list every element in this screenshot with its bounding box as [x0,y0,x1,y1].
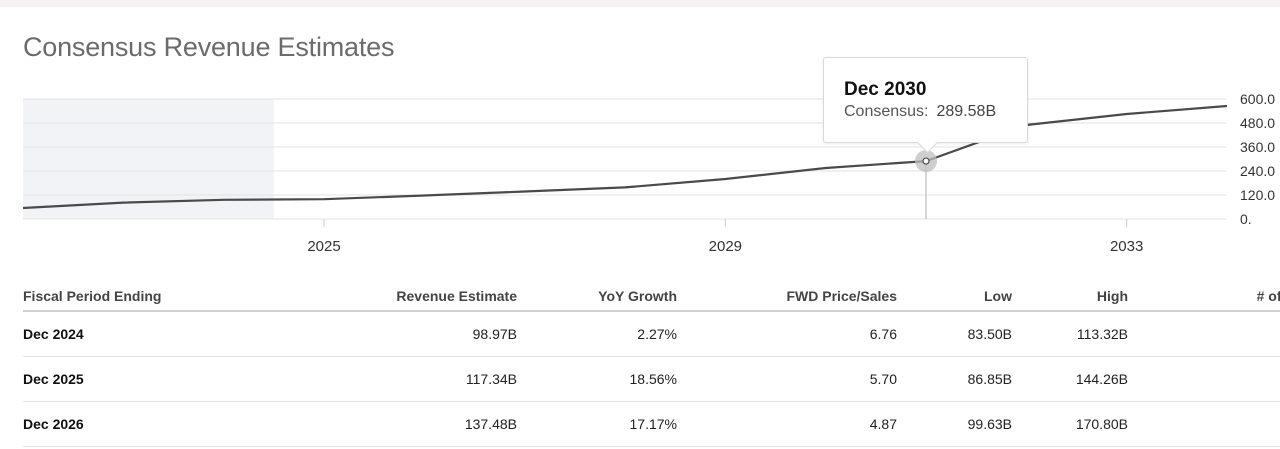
header-fiscal-period[interactable]: Fiscal Period Ending [23,282,203,312]
cell-low: 86.85B [897,356,1012,402]
x-tick-label: 2029 [709,238,742,255]
cell-analysts [1128,311,1280,357]
cell-high: 144.26B [1012,356,1128,402]
tooltip-date: Dec 2030 [844,79,927,100]
cell-period: Dec 2024 [23,311,203,357]
y-tick-label: 600.0 [1240,91,1275,107]
chart-tooltip: Dec 2030 Consensus: 289.58B [823,57,1028,143]
header-yoy-growth[interactable]: YoY Growth [517,282,677,312]
cell-period: Dec 2025 [23,356,203,402]
y-tick-label: 360.0 [1240,139,1275,155]
tooltip-value: 289.58B [936,103,997,120]
chart-title: Consensus Revenue Estimates [23,32,395,62]
tooltip-label: Consensus: [844,103,929,120]
cell-fwd-ps: 5.70 [677,356,897,402]
table-row: Dec 2024 98.97B 2.27% 6.76 83.50B 113.32… [23,311,1280,357]
y-tick-label: 480.0 [1240,115,1275,131]
y-tick-label: 120.0 [1240,187,1275,203]
top-strip [0,0,1280,7]
cell-revenue: 117.34B [203,356,517,402]
cell-revenue: 98.97B [203,311,517,357]
header-high[interactable]: High [1012,282,1128,312]
cell-fwd-ps: 6.76 [677,311,897,357]
estimates-table: Fiscal Period Ending Revenue Estimate Yo… [23,282,1280,447]
cell-period: Dec 2026 [23,401,203,447]
table-header-row: Fiscal Period Ending Revenue Estimate Yo… [23,282,1280,312]
cell-high: 113.32B [1012,311,1128,357]
revenue-chart[interactable]: 0. 120.0 240.0 360.0 480.0 600.0 2025 2029 2033 [0,0,1280,270]
cell-low: 99.63B [897,401,1012,447]
cell-analysts [1128,401,1280,447]
header-revenue-estimate[interactable]: Revenue Estimate [203,282,517,312]
cell-revenue: 137.48B [203,401,517,447]
header-fwd-price-sales[interactable]: FWD Price/Sales [677,282,897,312]
x-tick-label: 2033 [1110,238,1143,255]
y-tick-label: 0. [1240,211,1252,227]
cell-yoy: 2.27% [517,311,677,357]
tooltip-row: Consensus: 289.58B [844,103,996,121]
cell-high: 170.80B [1012,401,1128,447]
cell-yoy: 17.17% [517,401,677,447]
cell-low: 83.50B [897,311,1012,357]
cell-yoy: 18.56% [517,356,677,402]
header-num-analysts[interactable]: # of Analy [1128,282,1280,312]
cell-analysts [1128,356,1280,402]
x-tick-label: 2025 [307,238,340,255]
header-low[interactable]: Low [897,282,1012,312]
hover-point [922,157,930,165]
y-tick-label: 240.0 [1240,163,1275,179]
cell-fwd-ps: 4.87 [677,401,897,447]
table-row: Dec 2026 137.48B 17.17% 4.87 99.63B 170.… [23,401,1280,447]
table-row: Dec 2025 117.34B 18.56% 5.70 86.85B 144.… [23,356,1280,402]
